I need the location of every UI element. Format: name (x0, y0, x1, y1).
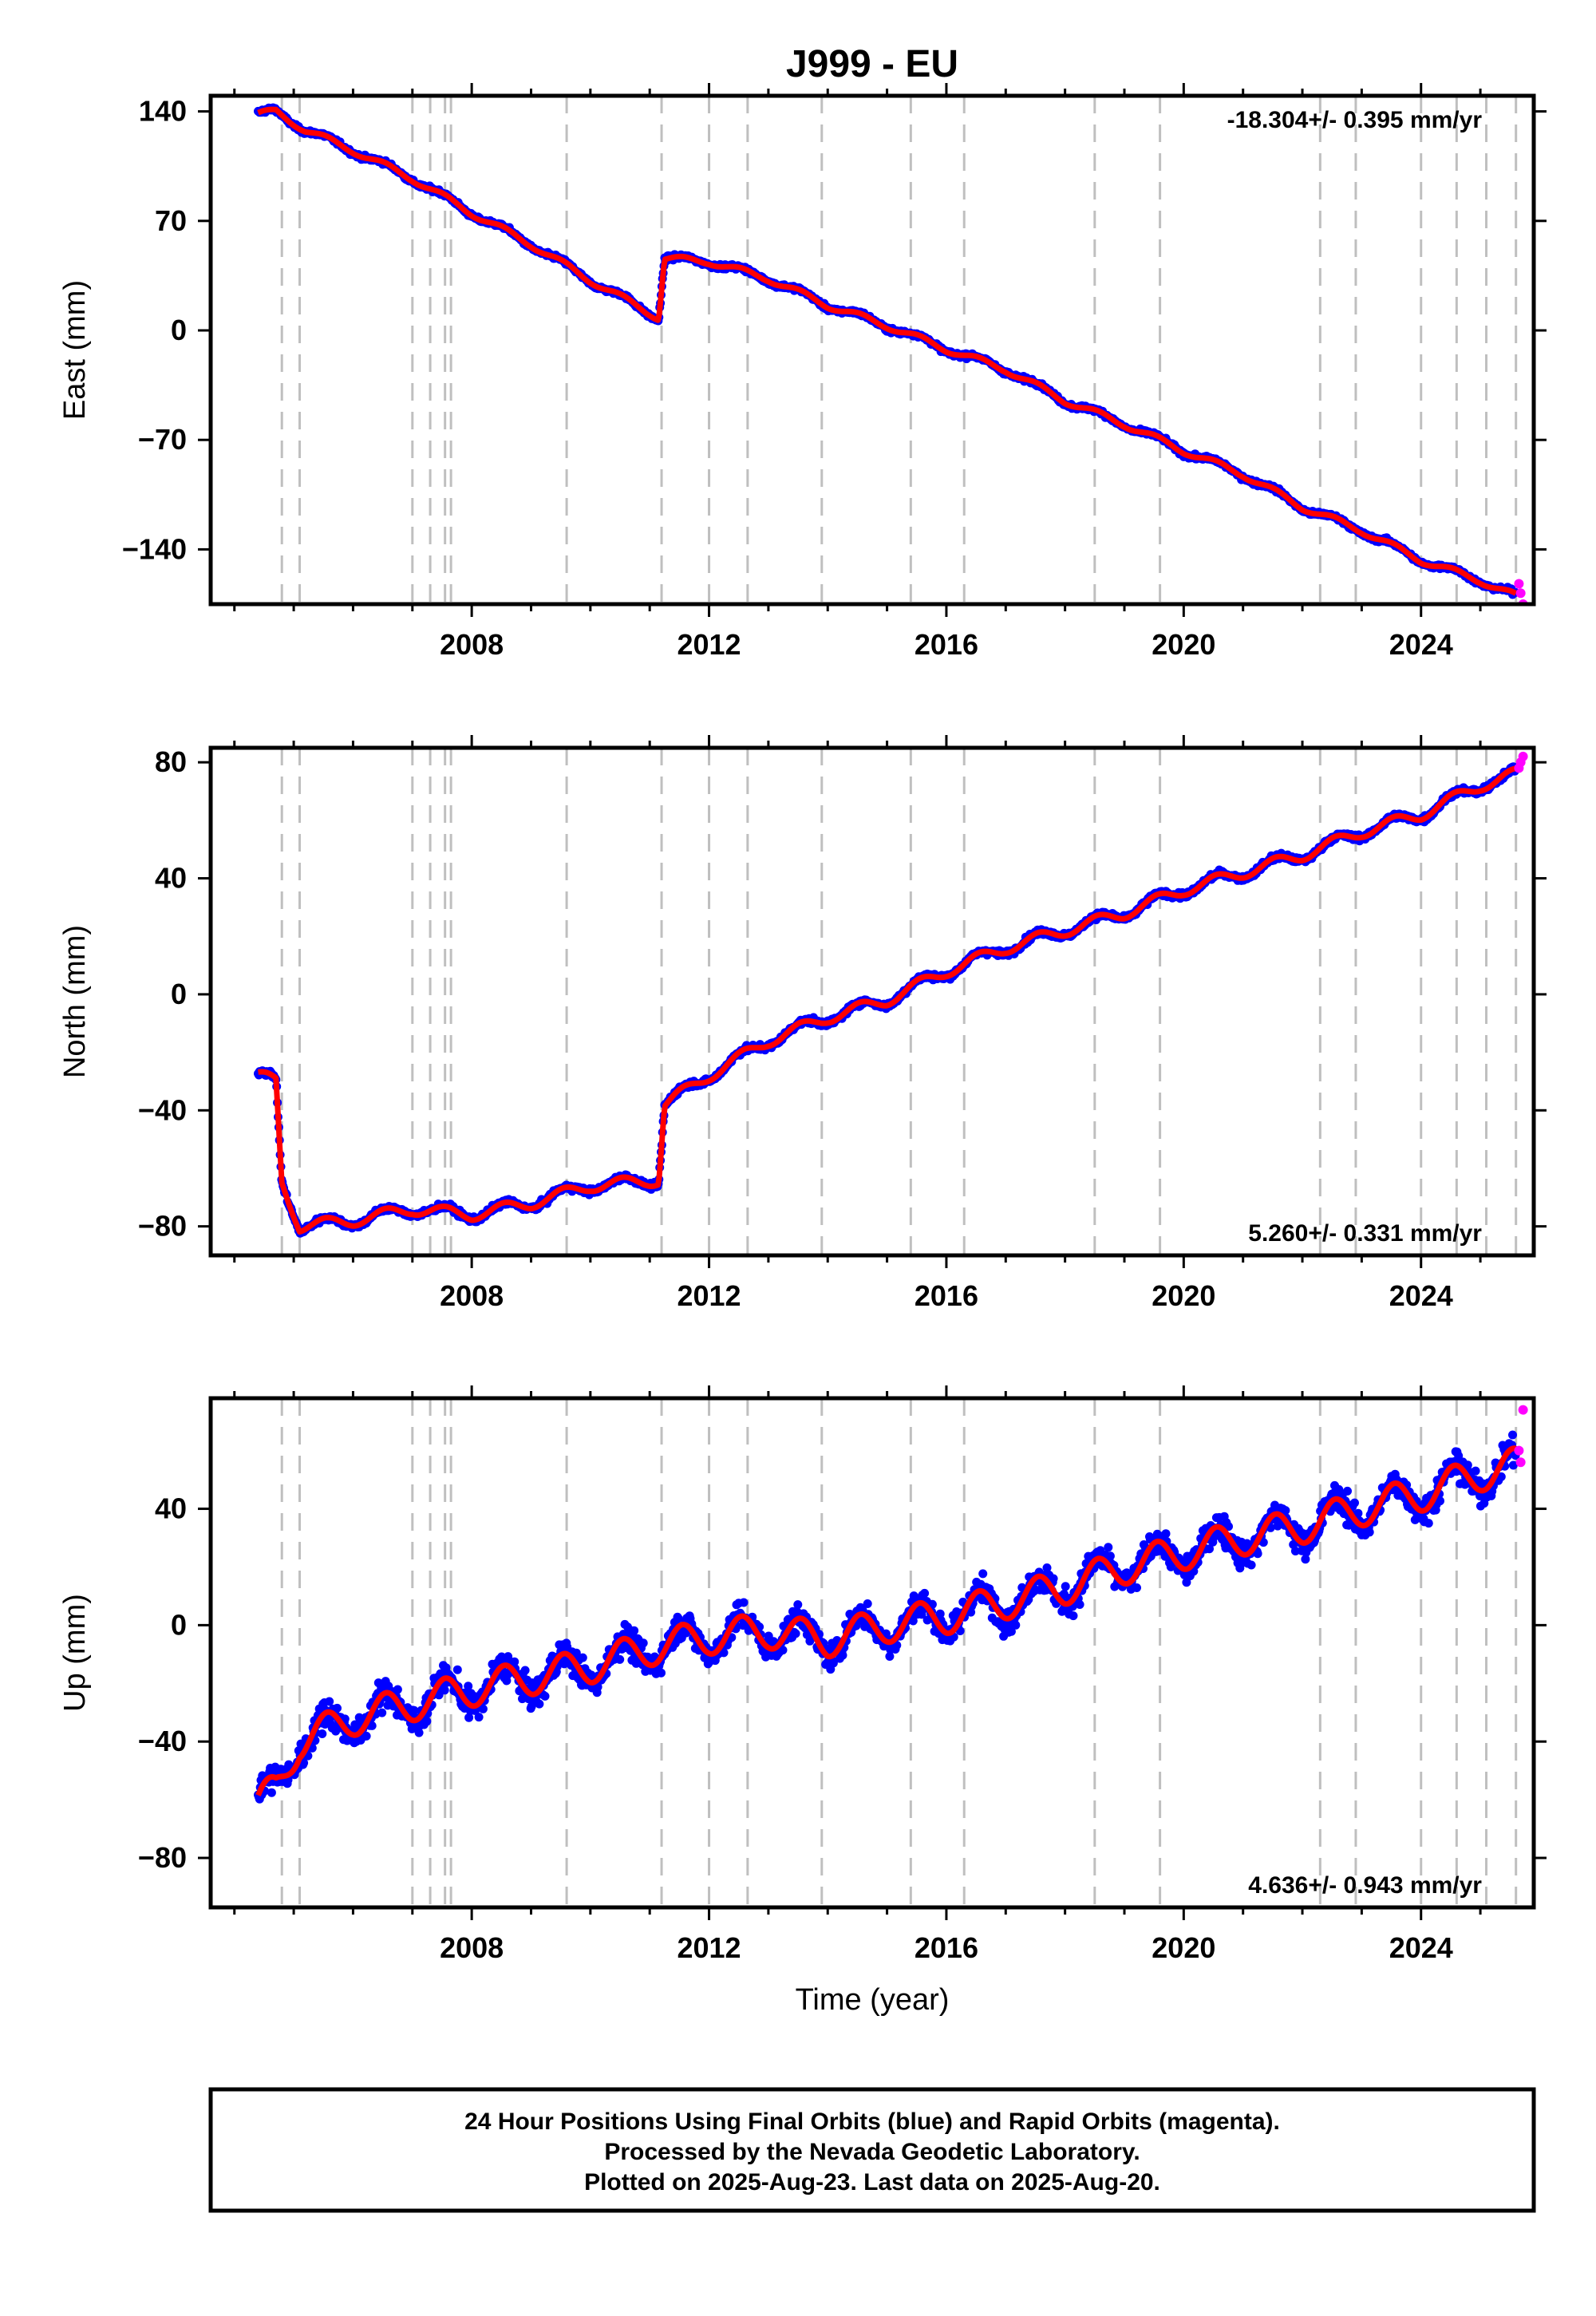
data-point (361, 1731, 371, 1741)
data-point (657, 1668, 666, 1678)
data-point (318, 1729, 327, 1738)
north-y-axis-label: North (mm) (58, 925, 92, 1078)
rapid-point (1518, 751, 1528, 761)
rapid-point (1514, 579, 1524, 589)
up-plot-area (254, 1398, 1528, 1907)
east-model-line (256, 106, 1518, 596)
x-tick-label: 2012 (677, 628, 741, 661)
data-point (578, 1653, 587, 1662)
y-tick-label: −140 (122, 532, 187, 565)
data-point (791, 1629, 800, 1638)
y-tick-label: 70 (155, 204, 187, 237)
data-point (793, 1600, 803, 1610)
data-point (838, 1650, 847, 1660)
data-point (377, 1708, 387, 1717)
data-point (630, 1626, 639, 1635)
y-tick-label: −70 (138, 423, 187, 456)
data-point (535, 1699, 544, 1709)
data-point (1132, 1583, 1141, 1592)
east-plot-area (254, 96, 1528, 604)
data-point (1104, 1543, 1113, 1552)
data-point (863, 1599, 872, 1608)
y-tick-label: 40 (155, 862, 187, 895)
x-tick-label: 2008 (440, 628, 504, 661)
data-point (920, 1588, 930, 1598)
final-orbit-points (254, 103, 1520, 599)
east-rate-label: -18.304+/- 0.395 mm/yr (1227, 107, 1483, 133)
north-panel: 2008 2012 2016 2020 2024 80 40 0 −40 −80 North (mm… (58, 735, 1547, 1312)
chart-title: J999 - EU (786, 43, 958, 85)
data-point (1075, 1600, 1084, 1609)
data-point (1069, 1611, 1078, 1621)
x-tick-label: 2008 (440, 1279, 504, 1312)
data-point (422, 1717, 432, 1726)
east-y-axis-label: East (mm) (58, 280, 92, 420)
data-point (615, 1654, 625, 1664)
x-tick-label: 2016 (915, 1279, 978, 1312)
x-tick-label: 2020 (1152, 1279, 1215, 1312)
data-point (267, 1788, 276, 1797)
data-point (739, 1598, 749, 1607)
x-tick-label: 2012 (677, 1279, 741, 1312)
data-point (393, 1685, 402, 1694)
data-point (452, 1665, 462, 1674)
north-rate-label: 5.260+/- 0.331 mm/yr (1248, 1220, 1482, 1247)
data-point (1011, 1620, 1021, 1630)
final-orbit-points (254, 1430, 1520, 1804)
rapid-point (1515, 588, 1526, 599)
final-orbit-points (254, 762, 1520, 1238)
north-plot-area (254, 748, 1528, 1255)
x-tick-label: 2024 (1389, 1279, 1453, 1312)
y-tick-label: −80 (138, 1210, 187, 1243)
y-tick-label: 140 (139, 95, 187, 128)
data-point (638, 1638, 648, 1648)
east-panel: 2008 2012 2016 2020 2024 140 70 0 −70 −140 East (m… (58, 83, 1547, 661)
y-tick-label: −40 (138, 1093, 187, 1126)
data-point (1061, 1582, 1070, 1591)
data-point (540, 1691, 550, 1701)
data-point (325, 1697, 334, 1706)
east-frame (208, 93, 1536, 607)
x-tick-label: 2016 (915, 628, 978, 661)
y-tick-label: 0 (171, 314, 187, 346)
x-tick-label: 2020 (1152, 628, 1215, 661)
data-point (978, 1569, 988, 1579)
data-point (520, 1666, 530, 1675)
x-tick-label: 2024 (1389, 628, 1453, 661)
y-tick-label: 80 (155, 745, 187, 778)
data-point (474, 1713, 484, 1722)
y-tick-label: 0 (171, 978, 187, 1010)
